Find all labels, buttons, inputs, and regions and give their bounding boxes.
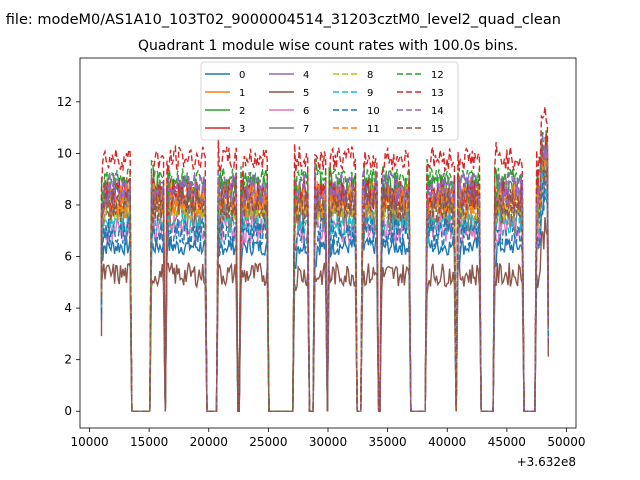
y-tick-label: 8 [64, 198, 72, 212]
y-tick-label: 12 [57, 95, 72, 109]
series-line-10 [100, 181, 549, 412]
legend-label-3: 3 [239, 124, 245, 135]
series-line-15 [100, 144, 549, 412]
legend-label-11: 11 [367, 124, 380, 135]
legend-label-15: 15 [431, 124, 444, 135]
legend-label-5: 5 [303, 88, 309, 99]
x-tick-label: 45000 [488, 435, 526, 449]
legend-label-14: 14 [431, 106, 444, 117]
legend-label-6: 6 [303, 106, 309, 117]
legend-label-0: 0 [239, 70, 245, 81]
x-offset-label: +3.632e8 [517, 455, 576, 469]
y-tick-label: 6 [64, 250, 72, 264]
legend-label-7: 7 [303, 124, 309, 135]
x-axis: 10000 15000 20000 25000 30000 35000 40000 45000… [70, 428, 586, 449]
series-line-13 [100, 106, 549, 412]
legend-label-12: 12 [431, 70, 444, 81]
chart-title: Quadrant 1 module wise count rates with … [138, 38, 518, 54]
legend-label-2: 2 [239, 106, 245, 117]
series-line-0 [100, 191, 549, 412]
y-axis: 0 2 4 6 8 10 12 [57, 95, 80, 418]
x-tick-label: 25000 [249, 435, 287, 449]
x-tick-label: 30000 [309, 435, 347, 449]
x-tick-label: 20000 [190, 435, 228, 449]
series-line-14 [100, 133, 549, 412]
legend-label-4: 4 [303, 70, 309, 81]
figure-suptitle: n file: modeM0/AS1A10_103T02_9000004514_… [0, 12, 561, 28]
legend-label-1: 1 [239, 88, 245, 99]
y-tick-label: 4 [64, 301, 72, 315]
y-tick-label: 2 [64, 353, 72, 367]
legend-label-9: 9 [367, 88, 373, 99]
legend-label-10: 10 [367, 106, 380, 117]
legend-box [200, 61, 459, 141]
x-tick-label: 50000 [547, 435, 585, 449]
x-tick-label: 10000 [70, 435, 108, 449]
x-tick-label: 40000 [428, 435, 466, 449]
legend-label-8: 8 [367, 70, 373, 81]
series-line-5 [100, 217, 549, 412]
plot-area [100, 106, 549, 412]
x-tick-label: 15000 [130, 435, 168, 449]
y-tick-label: 10 [57, 146, 72, 160]
series-line-12 [100, 131, 549, 412]
y-tick-label: 0 [64, 404, 72, 418]
x-tick-label: 35000 [369, 435, 407, 449]
legend-label-13: 13 [431, 88, 444, 99]
